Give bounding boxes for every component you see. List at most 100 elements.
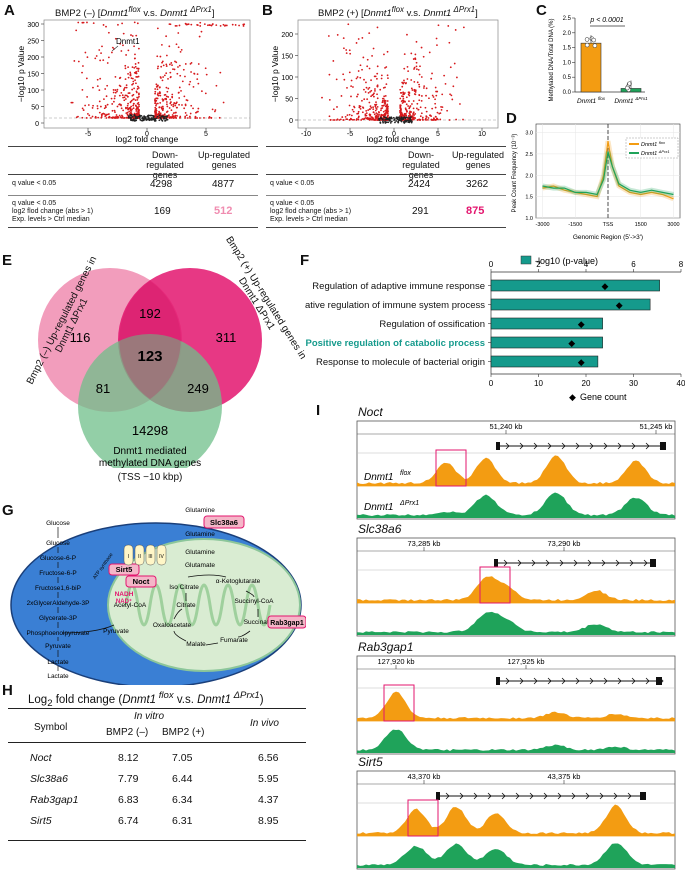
value-cell: 4298 <box>150 179 173 190</box>
volcano-point <box>376 26 379 29</box>
volcano-point <box>462 118 464 121</box>
volcano-point <box>399 114 402 117</box>
volcano-point <box>133 57 136 60</box>
volcano-point <box>178 86 181 89</box>
divider <box>266 227 506 228</box>
volcano-point <box>383 99 386 102</box>
volcano-point <box>196 73 199 76</box>
volcano-point <box>412 112 415 115</box>
cristae <box>124 583 272 627</box>
volcano-point <box>116 105 119 108</box>
volcano-point <box>155 117 158 120</box>
volcano-point <box>369 113 372 116</box>
title-gene: Dnmt1 <box>363 8 392 20</box>
volcano-point <box>136 67 138 70</box>
x-tick-label: 0 <box>145 131 149 138</box>
strand-arrow <box>531 559 536 567</box>
volcano-point <box>373 113 376 116</box>
etc-complex-label: IV <box>159 554 164 560</box>
volcano-point <box>118 103 121 105</box>
volcano-point <box>434 98 436 101</box>
volcano-point <box>435 37 438 40</box>
volcano-point <box>350 85 353 88</box>
bars <box>580 35 642 93</box>
volcano-point <box>404 117 407 120</box>
volcano-point <box>414 53 417 56</box>
volcano-point <box>406 78 409 80</box>
volcano-point <box>431 107 434 110</box>
title-part: ) <box>259 693 264 706</box>
volcano-point <box>368 67 371 70</box>
volcano-point <box>190 71 192 73</box>
volcano-point <box>132 107 135 110</box>
panel-label-b: B <box>262 2 273 19</box>
etc-complex-label: II <box>138 554 141 560</box>
volcano-point <box>209 24 211 26</box>
volcano-point <box>418 73 421 76</box>
volcano-point <box>139 117 141 119</box>
volcano-point <box>399 107 402 110</box>
title-gene: Dnmt1 <box>160 8 189 20</box>
volcano-point <box>130 34 132 36</box>
volcano-points <box>70 21 246 122</box>
volcano-point <box>370 95 372 98</box>
metabolite: Succinyl-CoA <box>234 598 274 605</box>
volcano-point <box>154 109 157 111</box>
volcano-point <box>119 42 122 45</box>
volcano-point <box>81 88 84 91</box>
volcano-point <box>366 98 369 101</box>
volcano-point <box>130 105 133 108</box>
volcano-point <box>169 71 172 74</box>
volcano-point <box>378 118 381 121</box>
volcano-point <box>190 23 193 26</box>
volcano-point <box>133 21 136 24</box>
title-sup: ΔPrx1 <box>451 5 476 14</box>
volcano-point <box>118 77 121 80</box>
volcano-point <box>190 104 193 107</box>
volcano-point <box>406 116 408 119</box>
y-tick-label: 2.0 <box>525 173 533 179</box>
volcano-point <box>92 104 94 107</box>
volcano-point <box>139 118 142 121</box>
volcano-point <box>414 57 417 60</box>
series-line <box>542 151 674 196</box>
volcano-point <box>349 52 352 55</box>
ruler-label: 73,290 kb <box>548 539 581 548</box>
volcano-point <box>419 115 422 118</box>
volcano-point <box>113 109 116 112</box>
volcano-point <box>418 99 421 102</box>
strand-arrow <box>505 442 510 450</box>
row-bmp2-minus: 6.83 <box>118 794 139 806</box>
volcano-point <box>338 119 341 121</box>
title-gene: Dnmt1 <box>122 693 157 706</box>
bar <box>490 317 603 330</box>
volcano-point <box>112 89 115 91</box>
ko-signal <box>357 729 675 753</box>
volcano-point <box>367 88 370 90</box>
volcano-point <box>447 25 450 27</box>
gene-count-marker: ◆ <box>569 392 576 402</box>
volcano-point <box>111 51 113 54</box>
volcano-point <box>203 23 206 26</box>
volcano-point <box>385 83 388 86</box>
track-label-flox-sup: flox <box>400 470 411 477</box>
volcano-point <box>159 116 162 119</box>
volcano-point <box>134 53 136 56</box>
volcano-point <box>143 115 146 118</box>
strand-arrow <box>559 559 564 567</box>
volcano-point <box>156 97 159 100</box>
x-tick-label: 0 <box>392 131 396 138</box>
volcano-point <box>361 37 364 39</box>
venn-circle-bottom <box>78 334 222 468</box>
volcano-point <box>133 71 136 74</box>
volcano-point <box>441 106 444 109</box>
col-up: Up-regulated genes <box>451 150 505 170</box>
x-ticks: -10 -5 0 5 10 <box>301 128 486 138</box>
volcano-point <box>419 106 422 109</box>
volcano-point <box>406 33 408 36</box>
volcano-point <box>137 70 140 72</box>
volcano-point <box>134 99 137 102</box>
volcano-point <box>157 92 159 95</box>
volcano-point <box>119 116 122 118</box>
volcano-point <box>415 107 418 110</box>
